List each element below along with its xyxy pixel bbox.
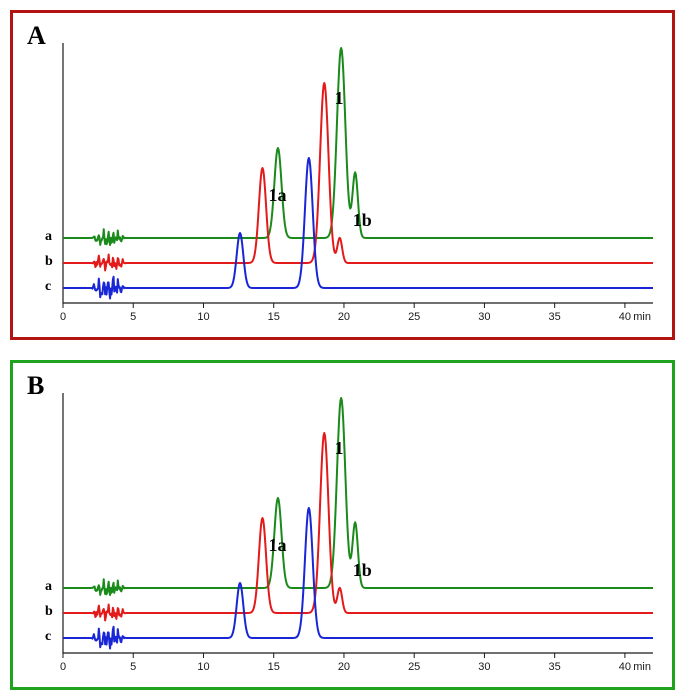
peak-label: 1b xyxy=(353,210,372,231)
peak-label: 1 xyxy=(335,88,344,109)
peak-label: 1a xyxy=(269,185,287,206)
chromatogram-plot: 0 5 10 15 20 25 30 35 40min xyxy=(13,363,678,693)
x-axis-label: min xyxy=(633,661,651,673)
xtick-label: 40 xyxy=(619,661,631,673)
trace-label: a xyxy=(45,579,52,595)
xtick-label: 20 xyxy=(338,661,350,673)
chromatogram-plot: 0 5 10 15 20 25 30 35 40min xyxy=(13,13,678,343)
trace-label: b xyxy=(45,254,53,270)
peak-label: 1 xyxy=(335,438,344,459)
trace-label: b xyxy=(45,604,53,620)
figure-stage: 0510152025303540minA1a11babc051015202530… xyxy=(0,0,685,700)
panel-A: 0 5 10 15 20 25 30 35 40min A 1a 1 1b abc xyxy=(10,10,675,340)
xtick-label: 0 xyxy=(60,311,66,323)
xtick-label: 15 xyxy=(268,311,280,323)
panel-B: 0 5 10 15 20 25 30 35 40min B 1a 1 1b abc xyxy=(10,360,675,690)
peak-label: 1a xyxy=(269,535,287,556)
trace-b xyxy=(63,83,653,270)
x-axis-label: min xyxy=(633,311,651,323)
panel-letter: B xyxy=(27,371,44,401)
xtick-label: 30 xyxy=(478,311,490,323)
xtick-label: 35 xyxy=(549,661,561,673)
peak-label: 1b xyxy=(353,560,372,581)
xtick-label: 15 xyxy=(268,661,280,673)
xtick-label: 5 xyxy=(130,661,136,673)
trace-label: c xyxy=(45,279,51,295)
xtick-label: 30 xyxy=(478,661,490,673)
panel-letter: A xyxy=(27,21,46,51)
xtick-label: 10 xyxy=(197,311,209,323)
xtick-label: 20 xyxy=(338,311,350,323)
xtick-label: 25 xyxy=(408,661,420,673)
xtick-label: 10 xyxy=(197,661,209,673)
xtick-label: 35 xyxy=(549,311,561,323)
xtick-label: 40 xyxy=(619,311,631,323)
xtick-label: 0 xyxy=(60,661,66,673)
xtick-label: 25 xyxy=(408,311,420,323)
trace-b xyxy=(63,433,653,620)
trace-label: a xyxy=(45,229,52,245)
xtick-label: 5 xyxy=(130,311,136,323)
trace-label: c xyxy=(45,629,51,645)
